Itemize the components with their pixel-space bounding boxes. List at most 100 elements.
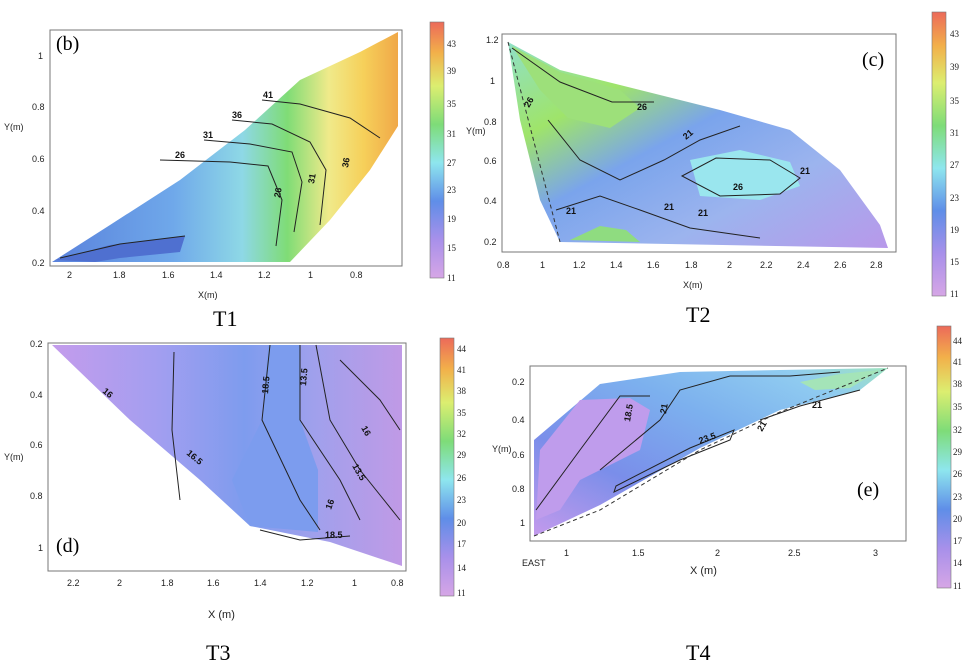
t3-clabel: 13.5 [298,368,309,386]
t4-caption: T4 [686,640,710,665]
t1-xtick: 1 [308,270,313,280]
t3-blue-zone [232,345,318,532]
t2-clabel: 26 [522,95,536,109]
t4-cbtick: 23 [953,492,962,502]
t3-xtick: 1 [352,578,357,588]
t2-cbtick: 15 [950,257,960,267]
t1-cbtick: 31 [447,129,456,139]
t1-panel-label: (b) [56,33,79,55]
t3-ytick: 1 [38,543,43,553]
t3-cbtick: 38 [457,386,467,396]
t2-xtick: 2.8 [870,260,883,270]
t2-ytick: 0.8 [484,117,497,127]
t1-contour-e [59,235,186,259]
t1-cbtick: 23 [447,185,457,195]
t1-ytick: 0.8 [32,102,45,112]
t1-colorbar-ticks: 43 39 35 31 27 23 19 15 11 [447,39,457,283]
t4-cbtick: 29 [953,447,962,457]
t3-xtick: 1.6 [207,578,220,588]
t1-xlabel: X(m) [198,290,218,300]
t1-y-ticks: 1 0.8 0.6 0.4 0.2 [32,51,45,268]
t3-cbtick: 32 [457,429,466,439]
t2-contour-c [555,195,761,239]
t2-xtick: 1 [540,260,545,270]
t4-green-zone [800,370,880,390]
t4-corner-label: EAST [522,558,546,568]
t1-cbtick: 35 [447,99,457,109]
t1-clabel: 41 [263,90,273,100]
t2-xtick: 2.4 [797,260,810,270]
t4-ytick: 1 [520,518,525,528]
t1-xtick: 2 [67,270,72,280]
t1-clabel: 36 [340,157,352,169]
t1-ytick: 0.2 [32,258,45,268]
t3-xtick: 2 [117,578,122,588]
t4-y-ticks: 0.2 0.4 0.6 0.8 1 [512,377,525,528]
t2-cbtick: 43 [950,29,960,39]
t3-ytick: 0.4 [30,390,43,400]
t2-cbtick: 39 [950,62,960,72]
t2-xtick: 1.6 [647,260,660,270]
t2-clabel: 21 [681,127,695,141]
t3-x-ticks: 2.2 2 1.8 1.6 1.4 1.2 1 0.8 [67,578,404,588]
t1-contour-b [231,119,327,226]
t2-ytick: 0.2 [484,237,497,247]
t3-cbtick: 14 [457,563,467,573]
t2-xlabel: X(m) [683,280,703,290]
t1-field [52,32,398,262]
t3-contour-a [171,351,181,501]
t3-xtick: 1.8 [161,578,174,588]
t3-cbtick: 35 [457,408,467,418]
t2-bottom-green [570,226,640,242]
t2-cbtick: 31 [950,128,959,138]
t3-clabel: 16 [323,498,336,511]
t3-clabel: 16 [359,424,373,438]
t1-clabel: 31 [203,130,213,140]
t4-cbtick: 44 [953,336,962,346]
t3-clabel: 18.5 [325,530,343,540]
t1-clabel: 26 [175,150,185,160]
t4-contour-b [599,371,841,471]
t2-clabel: 21 [800,166,810,176]
t3-cbtick: 11 [457,588,466,598]
t4-clabel: 21 [755,419,769,433]
t4-xtick: 3 [873,548,878,558]
panel-t1: 41 36 31 26 26 31 36 (b) 2 1.8 1.6 1.4 1… [4,21,457,331]
t3-ytick: 0.2 [30,339,43,349]
t3-contour-c [299,345,361,521]
t1-xtick: 1.6 [162,270,175,280]
panel-t4: 18.5 21 23.5 21 21 (e) EAST 1 1.5 2 2.5 … [492,325,962,665]
t1-ylabel: Y(m) [4,122,24,132]
t2-contour-b [547,119,741,181]
t2-clabel: 26 [637,102,647,112]
t1-caption: T1 [213,306,237,331]
t1-cbtick: 39 [447,66,457,76]
t3-cbtick: 23 [457,495,467,505]
t1-cbtick: 15 [447,243,457,253]
t4-cbtick: 35 [953,402,962,412]
t4-cbtick: 11 [953,581,962,591]
t2-xtick: 2 [727,260,732,270]
t4-ytick: 0.8 [512,484,525,494]
panel-t3: 16 16.5 18.5 13.5 16 13.5 16 18.5 (d) 2.… [4,337,467,665]
t3-cbtick: 44 [457,344,467,354]
t4-cbtick: 41 [953,357,962,367]
t4-clabel: 18.5 [622,403,635,422]
t2-xtick: 1.4 [610,260,623,270]
t3-y-ticks: 0.2 0.4 0.6 0.8 1 [30,339,43,553]
t2-clabel: 21 [664,202,674,212]
t4-xtick: 2 [715,548,720,558]
t2-cbtick: 19 [950,225,960,235]
t2-x-ticks: 0.8 1 1.2 1.4 1.6 1.8 2 2.2 2.4 2.6 2.8 [497,260,883,270]
t4-ytick: 0.2 [512,377,525,387]
t1-x-ticks: 2 1.8 1.6 1.4 1.2 1 0.8 [67,270,363,280]
t2-xtick: 0.8 [497,260,510,270]
t2-ytick: 1 [490,76,495,86]
t3-colorbar [439,337,455,597]
t4-clabel: 21 [812,400,822,410]
t2-cbtick: 35 [950,96,960,106]
t3-ytick: 0.8 [30,491,43,501]
t3-contour-e [339,359,401,431]
t3-xtick: 1.4 [254,578,267,588]
t2-cbtick: 11 [950,289,959,299]
